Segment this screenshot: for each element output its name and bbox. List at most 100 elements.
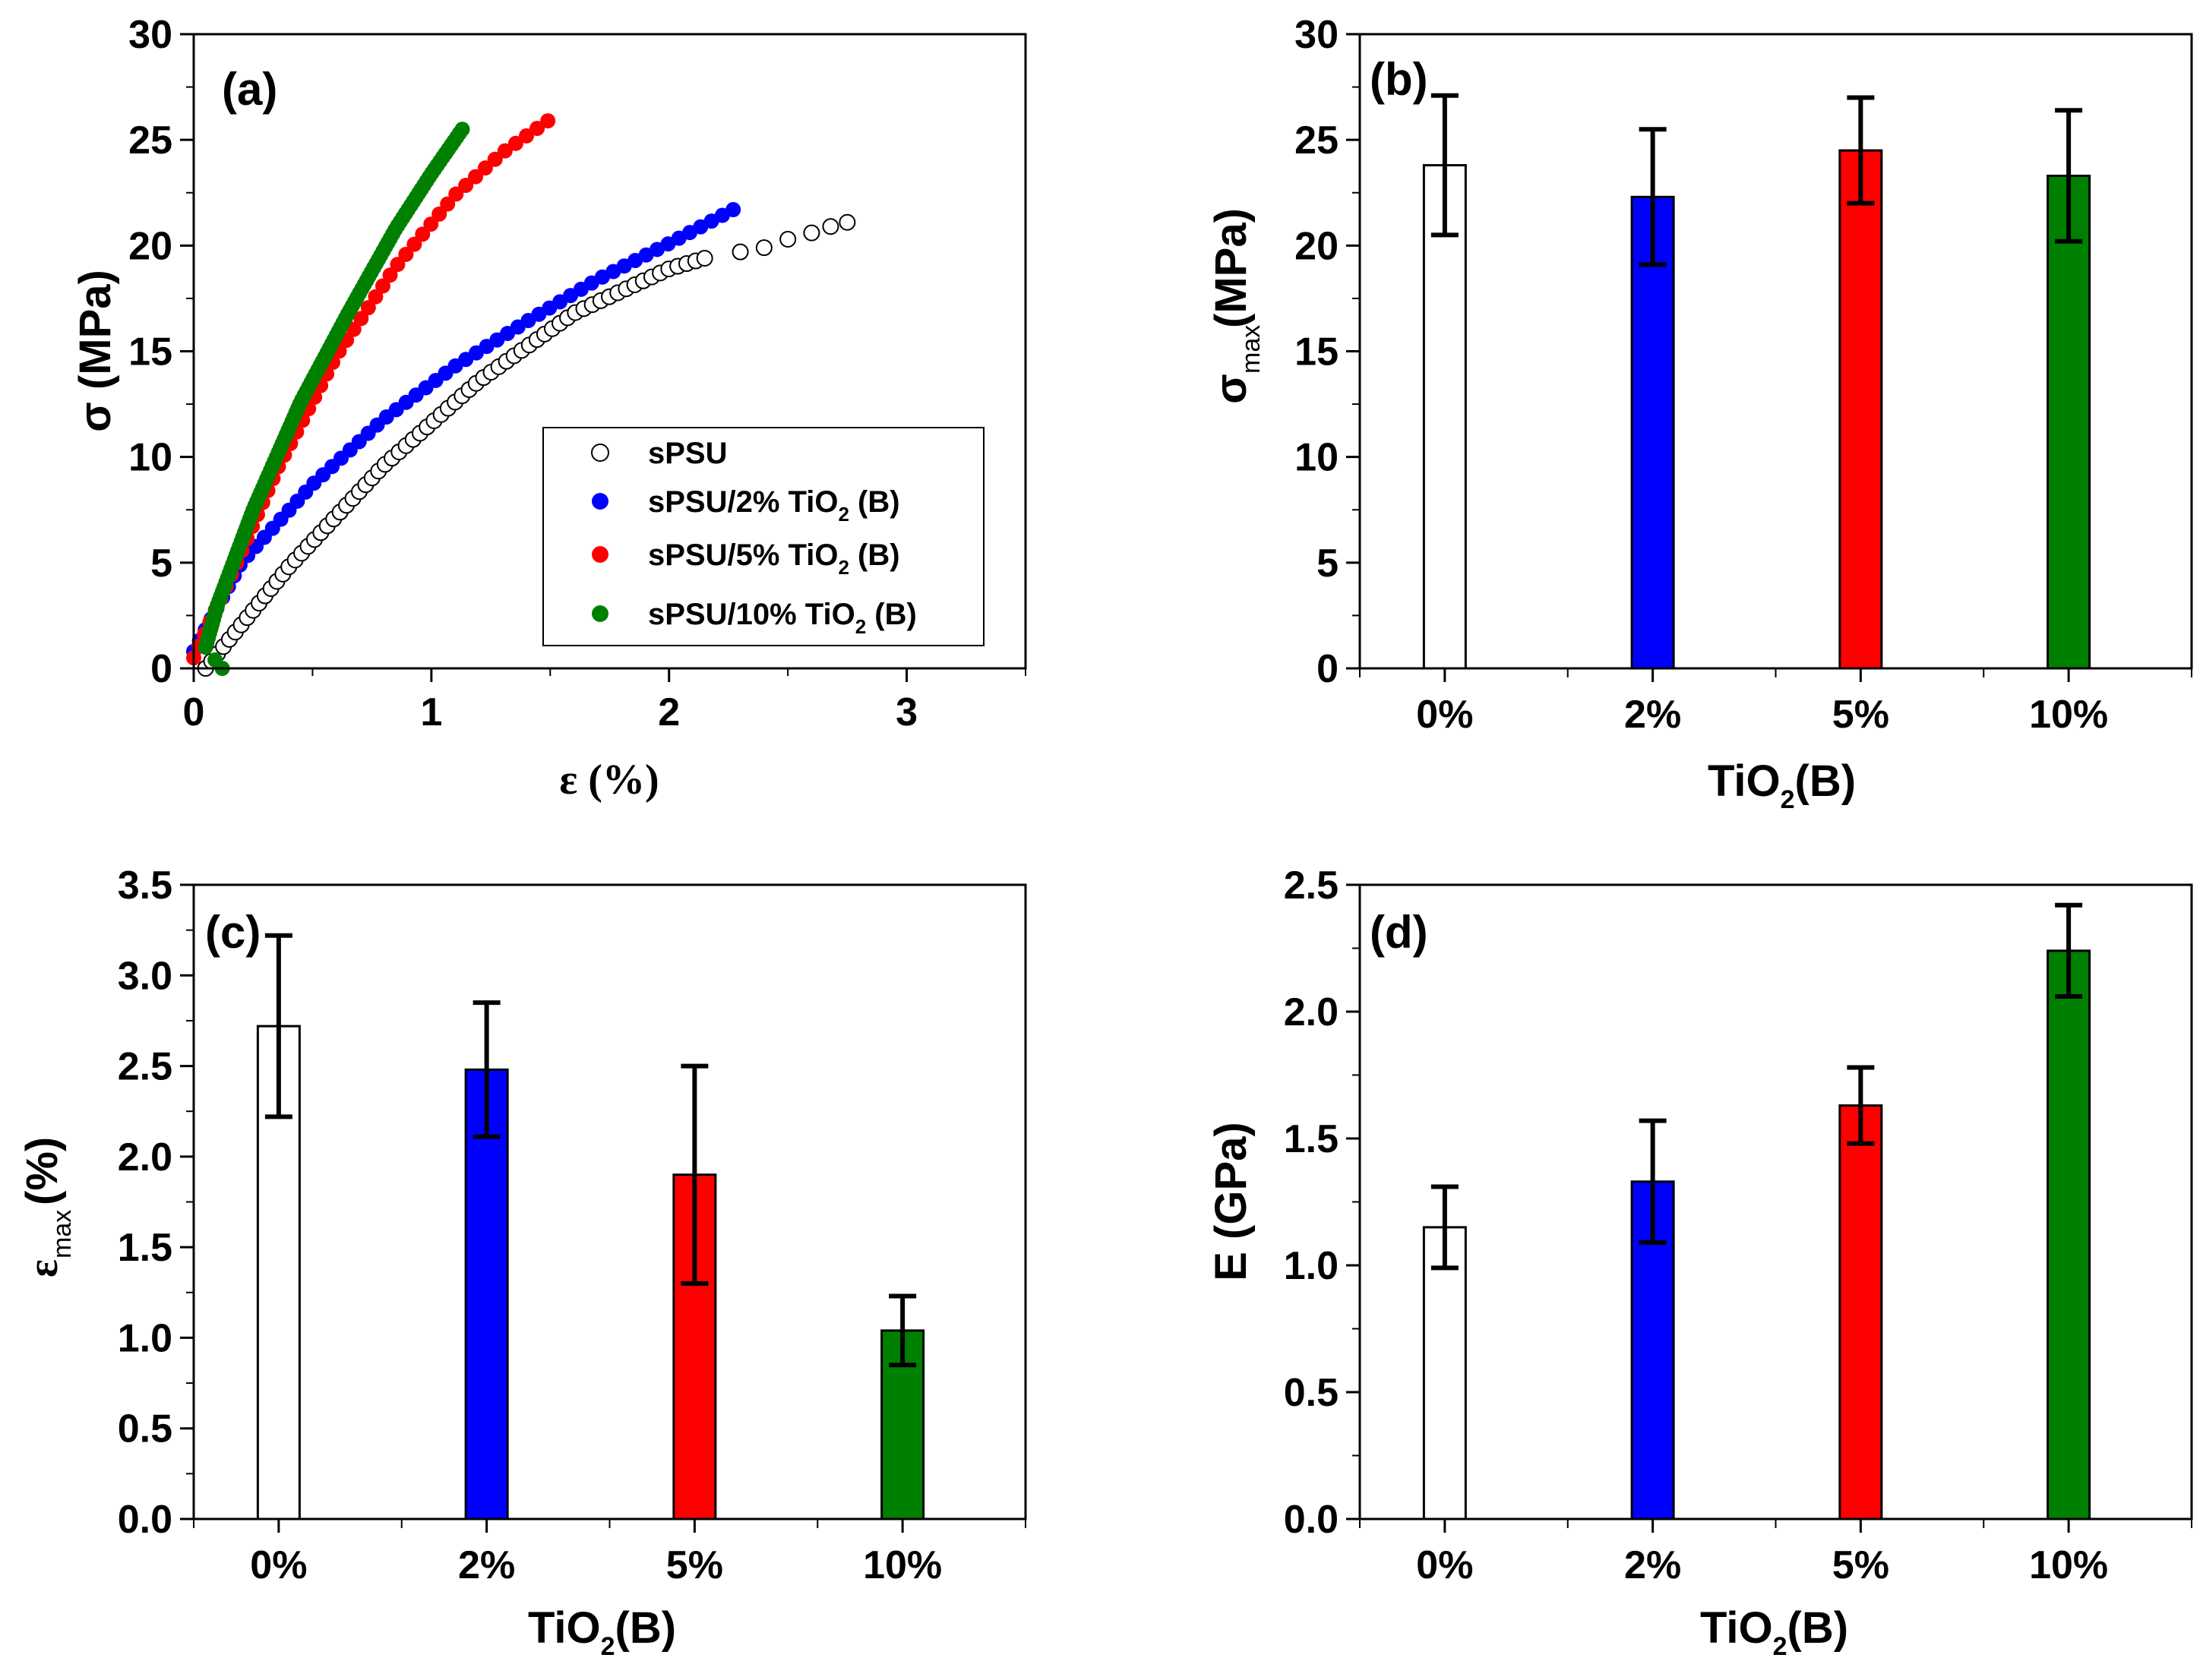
- panel-a-point: [353, 311, 369, 327]
- panel-a-point: [529, 121, 545, 137]
- panel-a-point: [368, 289, 384, 305]
- panel-a-point: [398, 246, 414, 262]
- panel-a-point: [468, 169, 484, 185]
- panel-a-series-0: [197, 213, 856, 677]
- panel-a-point: [406, 236, 422, 252]
- panel-a-point: [497, 143, 513, 159]
- panel-c-xlabel-text: TiO2(B): [528, 1603, 676, 1661]
- panel-a-point: [458, 178, 474, 194]
- panel-b-xtick-label: 0%: [1416, 693, 1473, 737]
- panel-a-ytick-label: 10: [128, 436, 172, 480]
- panel-a-xtick-label: 3: [896, 690, 918, 734]
- panel-a-xtick-label: 2: [658, 690, 680, 734]
- panel-a-point: [839, 213, 856, 231]
- panel-a-point: [519, 128, 535, 144]
- panel-c-xtick-label: 5%: [666, 1543, 723, 1587]
- panel-a-ytick-label: 15: [128, 330, 172, 374]
- panel-a-point: [696, 250, 713, 267]
- panel-c-ytick-label: 3.5: [118, 864, 172, 908]
- panel-c-errorbar-0%: [264, 933, 292, 1119]
- panel-d-xlabel-text: TiO2(B): [1700, 1603, 1848, 1661]
- panel-b-ytick-label: 15: [1294, 330, 1339, 374]
- panel-d-bar-5%: [1838, 1104, 1883, 1521]
- panel-b-ylabel-unit: (MPa): [1206, 208, 1256, 328]
- panel-b-xlabel: TiO2(B): [1708, 756, 1856, 814]
- panel-d-errorbar-10%: [2055, 902, 2083, 999]
- panel-d-errorbar-0%: [1430, 1184, 1459, 1271]
- panel-d-ytick-label: 0.0: [1284, 1498, 1339, 1542]
- panel-c-ytick-label: 2.5: [118, 1045, 172, 1089]
- panel-d-modulus-bars: 0.00.51.01.52.02.50% 2% 5% 10% (d) E (GPa) …: [1206, 864, 2193, 1661]
- panel-a-ytick-label: 30: [128, 13, 172, 57]
- panel-a-point: [390, 257, 406, 273]
- panel-c-errorbar-10%: [889, 1293, 917, 1368]
- panel-b-ticks: 0 5 10 15 20 25 30 0% 2% 5% 10%: [1294, 13, 2192, 737]
- panel-b-xtick-label: 2%: [1624, 693, 1681, 737]
- panel-c-ytick-label: 1.5: [118, 1226, 172, 1270]
- panel-b-errorbar-5%: [1847, 95, 1875, 206]
- panel-c-ytick-label: 1.0: [118, 1316, 172, 1360]
- panel-d-ylabel: E (GPa): [1206, 1122, 1256, 1281]
- panel-d-errorbar-2%: [1639, 1118, 1667, 1245]
- legend-label-spsu: sPSU: [648, 437, 728, 470]
- panel-a-point: [803, 224, 820, 242]
- panel-a-plot-area: [186, 113, 856, 677]
- panel-b-tag: (b): [1370, 54, 1428, 105]
- panel-b-errorbar-10%: [2055, 108, 2083, 244]
- legend-marker-spsu-10: [592, 605, 608, 622]
- panel-a-point: [732, 243, 749, 261]
- panel-c-xtick-label: 0%: [250, 1543, 307, 1587]
- panel-a-point: [822, 218, 839, 235]
- panel-b-ylabel: σ max (MPa): [1206, 208, 1266, 404]
- panel-a-xlabel: ε (%): [559, 756, 659, 804]
- panel-a-point: [540, 113, 556, 129]
- panel-a-ytick-label: 5: [150, 542, 172, 586]
- panel-d-xlabel: TiO2(B): [1700, 1603, 1848, 1661]
- panel-c-ticks: 0.0 0.5 1.0 1.5 2.0 2.5 3.0 3.5 0% 2% 5% 10%: [118, 864, 1026, 1587]
- panel-b-ylabel-sigma: σ: [1206, 374, 1256, 404]
- panel-a-ylabel: σ (MPa): [71, 270, 120, 432]
- panel-d-plot-area: [1422, 902, 2091, 1521]
- panel-b-xtick-label: 5%: [1832, 693, 1889, 737]
- panel-b-bar-10%: [2047, 174, 2091, 670]
- panel-c-plot-area: [256, 933, 925, 1521]
- panel-a-point: [779, 230, 797, 248]
- panel-b-errorbar-0%: [1430, 93, 1459, 238]
- panel-c-ytick-label: 0.0: [118, 1498, 172, 1542]
- panel-a-legend-box: [542, 427, 985, 646]
- panel-c-xlabel: TiO2(B): [528, 1603, 676, 1661]
- panel-c-ytick-label: 2.0: [118, 1135, 172, 1179]
- panel-a-point: [755, 239, 773, 257]
- panel-b-plot-area: [1422, 93, 2091, 670]
- panel-d-xtick-label: 2%: [1624, 1543, 1681, 1587]
- panel-a-point: [487, 151, 503, 167]
- panel-a-xtick-label: 1: [420, 690, 442, 734]
- panel-d-bar-0%: [1422, 1226, 1467, 1521]
- panel-d-xtick-label: 10%: [2029, 1543, 2108, 1587]
- panel-a-point: [448, 186, 464, 202]
- panel-b-ytick-label: 25: [1294, 118, 1339, 163]
- panel-a-series-1: [186, 202, 741, 659]
- panel-c-ytick-label: 3.0: [118, 954, 172, 998]
- panel-a-point: [382, 267, 398, 283]
- panel-c-ytick-label: 0.5: [118, 1407, 172, 1451]
- panel-c-xtick-label: 10%: [863, 1543, 942, 1587]
- panel-c-ylabel-eps: ε: [20, 1259, 67, 1277]
- panel-a-point: [507, 135, 523, 151]
- panel-a-stress-strain-chart: 0 5 10 15 20 25 30 0 1 2 3 (a) σ (MPa) ε (%) sPSU …: [71, 13, 1027, 804]
- panel-a-point: [207, 652, 223, 668]
- panel-d-ytick-label: 2.0: [1284, 990, 1339, 1034]
- panel-d-ytick-label: 1.0: [1284, 1244, 1339, 1288]
- panel-d-ytick-label: 2.5: [1284, 864, 1339, 908]
- panel-c-bar-2%: [464, 1068, 509, 1521]
- panel-d-bar-10%: [2047, 949, 2091, 1521]
- legend-marker-spsu-2: [592, 493, 608, 510]
- panel-b-max-stress-bars: 0 5 10 15 20 25 30 0% 2% 5% 10% (b) σ max (MPa) Ti…: [1206, 13, 2193, 814]
- panel-c-ylabel: ε max (%): [17, 1137, 77, 1277]
- panel-c-tag: (c): [205, 907, 261, 958]
- panel-b-bar-2%: [1630, 195, 1675, 670]
- panel-a-ytick-label: 0: [150, 647, 172, 691]
- panel-a-point: [725, 202, 741, 218]
- panel-b-xlabel-text: TiO2(B): [1708, 756, 1856, 814]
